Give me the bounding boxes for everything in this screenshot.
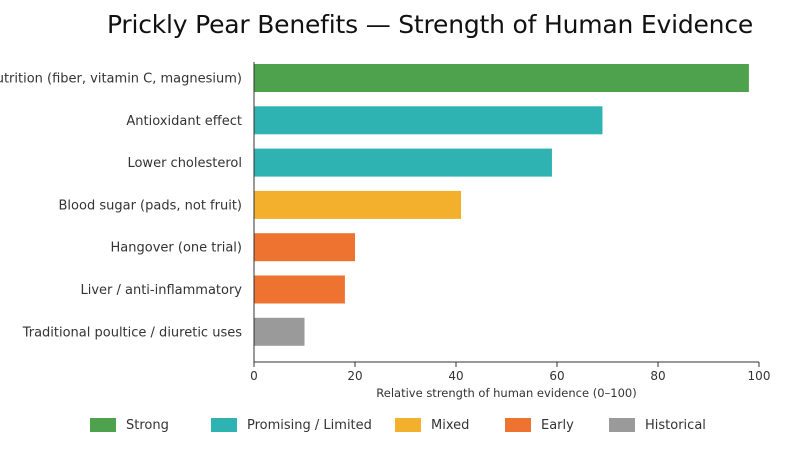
category-label: Traditional poultice / diuretic uses (22, 325, 243, 340)
legend-swatch (90, 418, 116, 432)
category-label: Lower cholesterol (127, 156, 242, 171)
legend-swatch (505, 418, 531, 432)
category-label: Blood sugar (pads, not fruit) (59, 198, 242, 213)
category-label: Antioxidant effect (126, 114, 242, 129)
bar (254, 190, 462, 219)
legend-swatch (609, 418, 635, 432)
bar (254, 106, 603, 135)
legend-swatch (395, 418, 421, 432)
category-label: Nutrition (fiber, vitamin C, magnesium) (0, 72, 242, 87)
legend-item: Mixed (395, 415, 469, 435)
x-tick-label: 60 (549, 369, 564, 383)
x-tick-label: 80 (650, 369, 665, 383)
legend-label: Strong (126, 417, 169, 433)
legend-item: Strong (90, 415, 169, 435)
category-label: Liver / anti-inflammatory (80, 283, 242, 298)
x-tick-label: 0 (250, 369, 258, 383)
legend-item: Early (505, 415, 574, 435)
x-tick-label: 20 (347, 369, 362, 383)
chart-legend: Strong Promising / Limited Mixed Early Histo… (0, 410, 800, 440)
legend-label: Mixed (431, 417, 470, 433)
legend-label: Early (541, 417, 574, 433)
category-label: Hangover (one trial) (111, 241, 242, 256)
x-tick-label: 40 (448, 369, 463, 383)
legend-item: Historical (609, 415, 706, 435)
chart-title: Prickly Pear Benefits — Strength of Huma… (106, 10, 754, 39)
bar (254, 64, 749, 92)
legend-item: Promising / Limited (211, 415, 372, 435)
bar (254, 148, 552, 177)
bar (254, 317, 305, 346)
x-axis-label: Relative strength of human evidence (0–1… (376, 386, 636, 400)
legend-label: Historical (645, 417, 706, 433)
bar (254, 275, 345, 304)
legend-label: Promising / Limited (247, 417, 372, 433)
bar (254, 233, 355, 262)
x-tick-label: 100 (748, 369, 771, 383)
legend-swatch (211, 418, 237, 432)
